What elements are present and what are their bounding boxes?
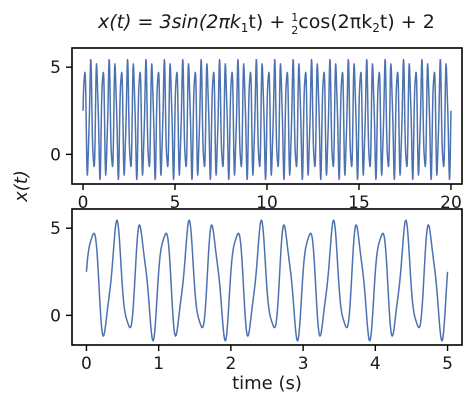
bottom-panel-yticks: 05	[50, 219, 72, 326]
x-tick-label: 0	[81, 354, 92, 374]
y-tick-label: 5	[50, 58, 61, 78]
title-part-mid2: cos(2πk	[298, 11, 372, 33]
y-tick-label: 0	[50, 306, 61, 326]
top-panel-yticks: 05	[50, 58, 72, 165]
title-part-mid: t) +	[248, 11, 291, 33]
figure-title: x(t) = 3sin(2πk1t) + 1 2cos(2πk2t) + 2	[97, 11, 435, 37]
x-tick-label: 2	[225, 354, 236, 374]
title-sub1: 1	[241, 21, 249, 35]
top-panel-xticks: 0 5 10 15 20	[78, 184, 462, 213]
x-tick-label: 1	[153, 354, 164, 374]
title-part-lhs: x(t) = 3sin(2πk	[97, 11, 242, 33]
bottom-panel-series-line	[85, 219, 449, 342]
top-panel: 0 5 10 15 20 05	[50, 47, 463, 213]
x-tick-label: 10	[256, 193, 278, 213]
title-frac-den: 2	[291, 24, 298, 37]
top-panel-series-line	[82, 58, 452, 181]
bottom-panel-frame	[71, 208, 463, 346]
x-tick-label: 20	[440, 193, 462, 213]
y-tick-label: 5	[50, 219, 61, 239]
x-tick-label: 5	[442, 354, 453, 374]
y-tick-label: 0	[50, 145, 61, 165]
x-tick-label: 4	[370, 354, 381, 374]
title-sub2: 2	[372, 21, 380, 35]
bottom-panel-xlabel: time (s)	[232, 373, 302, 394]
x-tick-label: 15	[348, 193, 370, 213]
x-tick-label: 0	[78, 193, 89, 213]
bottom-panel-xticks: 0 1 2 3 4 5	[81, 345, 453, 374]
x-tick-label: 3	[298, 354, 309, 374]
title-frac-num: 1	[291, 11, 298, 24]
shared-ylabel: x(t)	[11, 170, 32, 203]
x-tick-label: 5	[170, 193, 181, 213]
title-part-rhs: t) + 2	[380, 11, 435, 33]
